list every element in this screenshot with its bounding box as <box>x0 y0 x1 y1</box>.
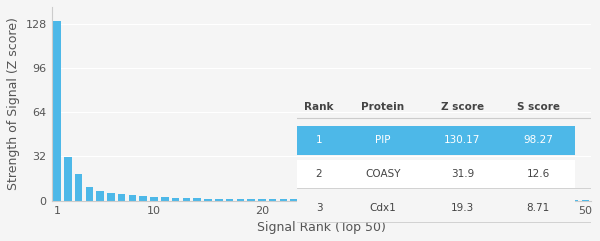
Bar <box>161 197 169 201</box>
Bar <box>247 199 255 201</box>
Bar <box>420 200 427 201</box>
Bar <box>53 20 61 201</box>
Bar <box>495 200 503 201</box>
Text: COASY: COASY <box>365 169 401 179</box>
Bar <box>290 199 298 201</box>
Bar <box>107 193 115 201</box>
Bar <box>129 195 136 201</box>
Bar <box>377 200 384 201</box>
Text: Rank: Rank <box>304 102 334 112</box>
Bar <box>409 200 416 201</box>
Text: 31.9: 31.9 <box>451 169 474 179</box>
Bar <box>86 187 93 201</box>
Text: 12.6: 12.6 <box>526 169 550 179</box>
Bar <box>538 200 546 201</box>
Bar <box>323 200 331 201</box>
Bar <box>463 200 470 201</box>
Bar <box>150 197 158 201</box>
Bar <box>506 200 514 201</box>
FancyBboxPatch shape <box>297 126 575 154</box>
FancyBboxPatch shape <box>297 160 575 188</box>
Bar <box>226 199 233 201</box>
Bar <box>571 200 578 201</box>
Text: Protein: Protein <box>361 102 404 112</box>
Bar <box>269 199 277 201</box>
Bar <box>118 194 125 201</box>
Text: PIP: PIP <box>375 135 391 145</box>
Bar <box>560 200 568 201</box>
Bar <box>355 200 362 201</box>
Bar <box>97 191 104 201</box>
Text: 8.71: 8.71 <box>526 203 550 213</box>
Bar <box>312 200 320 201</box>
Text: 98.27: 98.27 <box>523 135 553 145</box>
Bar <box>215 199 223 201</box>
Text: 3: 3 <box>316 203 322 213</box>
Y-axis label: Strength of Signal (Z score): Strength of Signal (Z score) <box>7 17 20 190</box>
Bar <box>182 198 190 201</box>
Bar <box>139 196 147 201</box>
Bar <box>549 200 557 201</box>
Text: 130.17: 130.17 <box>444 135 481 145</box>
Bar <box>301 199 309 201</box>
Bar <box>334 200 341 201</box>
Bar <box>485 200 492 201</box>
Bar <box>474 200 481 201</box>
Bar <box>366 200 373 201</box>
Text: Z score: Z score <box>441 102 484 112</box>
Bar <box>517 200 524 201</box>
Bar <box>527 200 535 201</box>
Bar <box>280 199 287 201</box>
Bar <box>193 198 201 201</box>
X-axis label: Signal Rank (Top 50): Signal Rank (Top 50) <box>257 221 386 234</box>
Bar <box>204 199 212 201</box>
Bar <box>581 200 589 201</box>
FancyBboxPatch shape <box>297 194 575 222</box>
Bar <box>75 174 82 201</box>
Text: S score: S score <box>517 102 560 112</box>
Bar <box>431 200 438 201</box>
Bar <box>64 156 71 201</box>
Bar <box>452 200 460 201</box>
Bar <box>258 199 266 201</box>
Text: 1: 1 <box>316 135 322 145</box>
Text: Cdx1: Cdx1 <box>370 203 397 213</box>
Bar <box>398 200 406 201</box>
Bar <box>442 200 449 201</box>
Text: 2: 2 <box>316 169 322 179</box>
Text: 19.3: 19.3 <box>451 203 474 213</box>
Bar <box>236 199 244 201</box>
Bar <box>172 198 179 201</box>
Bar <box>388 200 395 201</box>
Bar <box>344 200 352 201</box>
